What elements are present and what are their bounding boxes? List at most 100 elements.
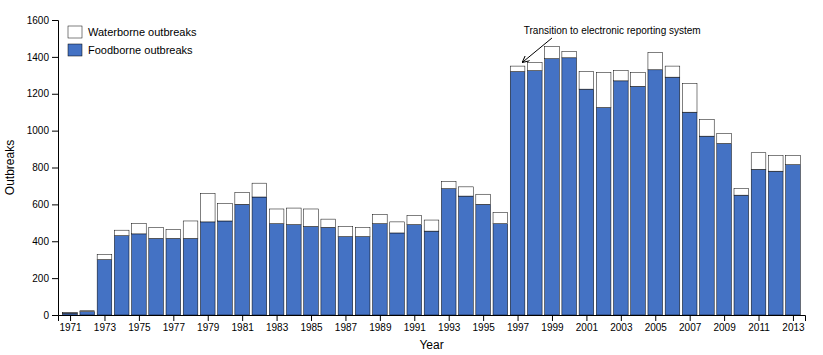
x-tick-label: 1985 [300, 322, 323, 333]
bar [631, 73, 646, 87]
y-tick-mark [52, 20, 58, 21]
bar [510, 66, 525, 72]
bar [493, 213, 508, 224]
y-axis-line [52, 21, 59, 316]
bar [286, 225, 301, 315]
bar [476, 204, 491, 315]
bar [183, 238, 198, 315]
bar [269, 224, 284, 315]
y-tick: 400 [32, 236, 58, 247]
x-tick-label: 1983 [266, 322, 289, 333]
bar [338, 237, 353, 315]
bar [80, 310, 95, 312]
bar [304, 227, 319, 316]
bar [786, 165, 801, 315]
bar [97, 255, 112, 260]
x-tick-mark [242, 315, 243, 321]
bar-series [63, 58, 801, 315]
bar [252, 197, 267, 315]
x-tick-mark [173, 315, 174, 321]
bar [751, 169, 766, 315]
bar [114, 236, 129, 315]
x-tick: 2005 [645, 315, 668, 333]
annotation: Transition to electronic reporting syste… [523, 25, 701, 62]
y-tick-label: 200 [32, 273, 49, 284]
bar [269, 209, 284, 224]
x-tick-label: 1979 [197, 322, 220, 333]
y-tick-label: 400 [32, 236, 49, 247]
y-tick: 1400 [27, 52, 58, 63]
bar [200, 193, 215, 222]
bar [235, 192, 250, 204]
y-tick-label: 0 [43, 310, 49, 321]
bar [424, 220, 439, 231]
x-tick-mark [621, 315, 622, 321]
x-tick-mark [70, 315, 71, 321]
bar [304, 209, 319, 227]
x-tick: 1981 [232, 315, 255, 333]
x-tick-mark [793, 315, 794, 321]
x-tick: 1987 [335, 315, 358, 333]
y-tick-mark [52, 315, 58, 316]
x-tick-label: 1981 [232, 322, 255, 333]
bar [631, 86, 646, 315]
legend-swatch [68, 44, 82, 56]
y-tick-mark [52, 94, 58, 95]
x-tick-label: 1995 [473, 322, 496, 333]
bar [665, 66, 680, 77]
legend-item: Foodborne outbreaks [68, 44, 193, 56]
bar [700, 136, 715, 315]
bar [166, 229, 181, 238]
x-tick: 1993 [438, 315, 461, 333]
bar [373, 224, 388, 315]
x-tick-mark [345, 315, 346, 321]
bar [562, 51, 577, 57]
y-tick: 800 [32, 162, 58, 173]
x-tick-label: 1975 [128, 322, 151, 333]
x-tick: 2009 [713, 315, 736, 333]
x-tick-mark [518, 315, 519, 321]
bar [527, 62, 542, 70]
x-tick-mark [208, 315, 209, 321]
y-tick: 1000 [27, 125, 58, 136]
bar [355, 237, 370, 315]
annotation-text: Transition to electronic reporting syste… [524, 25, 701, 36]
bar [373, 215, 388, 224]
x-tick-mark [483, 315, 484, 321]
bar [132, 224, 147, 234]
bar [166, 238, 181, 315]
y-tick-mark [52, 204, 58, 205]
x-tick-label: 1973 [94, 322, 117, 333]
x-tick-label: 2011 [748, 322, 770, 333]
x-tick-mark [139, 315, 140, 321]
bar [149, 227, 164, 238]
x-tick: 2011 [748, 315, 770, 333]
y-tick-mark [52, 57, 58, 58]
bar [614, 71, 629, 81]
x-axis: 1971197319751977197919811983198519871989… [59, 315, 806, 333]
y-tick-label: 800 [32, 162, 49, 173]
y-tick: 200 [32, 273, 58, 284]
bar [614, 81, 629, 315]
bar [286, 208, 301, 225]
legend-label: Foodborne outbreaks [88, 44, 193, 56]
x-tick-label: 2013 [782, 322, 805, 333]
x-tick: 1973 [94, 315, 117, 333]
x-tick-mark [655, 315, 656, 321]
bar [407, 215, 422, 224]
y-tick-label: 1400 [27, 52, 50, 63]
bar [218, 221, 233, 315]
x-tick: 2007 [679, 315, 702, 333]
bar [441, 181, 456, 188]
x-tick-mark [414, 315, 415, 321]
legend-label: Waterborne outbreaks [88, 26, 197, 38]
x-tick-mark [449, 315, 450, 321]
chart: 1971197319751977197919811983198519871989… [0, 0, 823, 355]
x-tick-mark [311, 315, 312, 321]
x-tick-mark [380, 315, 381, 321]
bar [97, 260, 112, 315]
bar [734, 189, 749, 195]
legend: Waterborne outbreaks Foodborne outbreaks [68, 26, 197, 56]
bar [390, 233, 405, 315]
x-tick-label: 1993 [438, 322, 461, 333]
